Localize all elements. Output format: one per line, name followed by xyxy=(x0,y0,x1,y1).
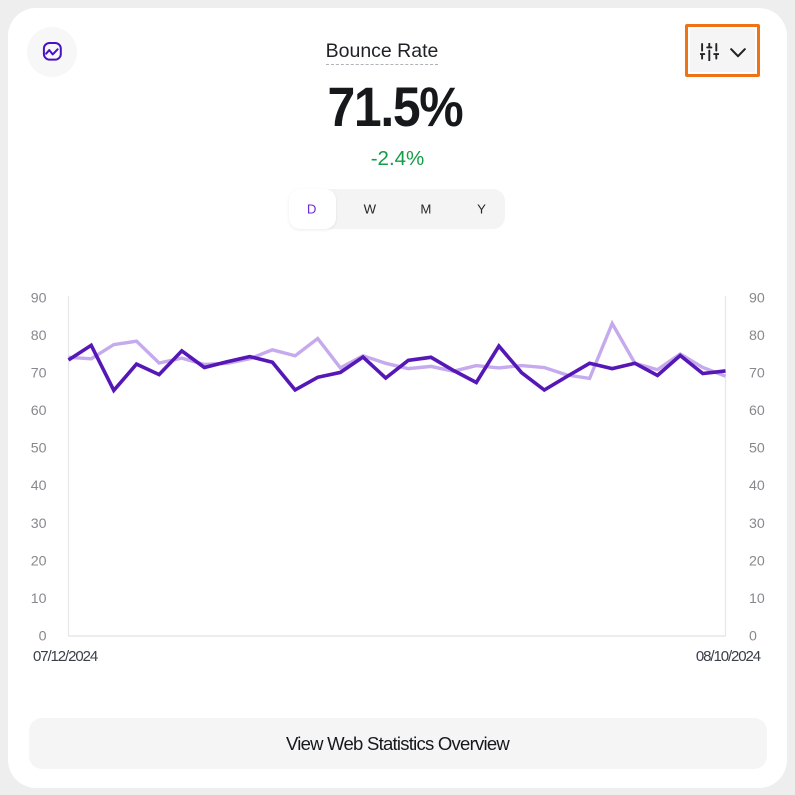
svg-text:80: 80 xyxy=(749,328,765,344)
svg-text:50: 50 xyxy=(749,441,765,457)
svg-text:60: 60 xyxy=(31,403,47,419)
svg-text:70: 70 xyxy=(749,366,765,382)
svg-text:20: 20 xyxy=(31,553,47,569)
svg-text:40: 40 xyxy=(31,478,47,494)
svg-text:90: 90 xyxy=(749,290,765,306)
svg-text:20: 20 xyxy=(749,553,765,569)
svg-text:70: 70 xyxy=(31,366,47,382)
svg-text:30: 30 xyxy=(749,516,765,532)
svg-text:0: 0 xyxy=(39,629,47,645)
svg-text:50: 50 xyxy=(31,441,47,457)
svg-text:0: 0 xyxy=(749,629,757,645)
svg-text:10: 10 xyxy=(31,591,47,607)
svg-text:30: 30 xyxy=(31,516,47,532)
svg-text:10: 10 xyxy=(749,591,765,607)
svg-text:90: 90 xyxy=(31,290,47,306)
svg-text:40: 40 xyxy=(749,478,765,494)
svg-text:60: 60 xyxy=(749,403,765,419)
svg-text:80: 80 xyxy=(31,328,47,344)
